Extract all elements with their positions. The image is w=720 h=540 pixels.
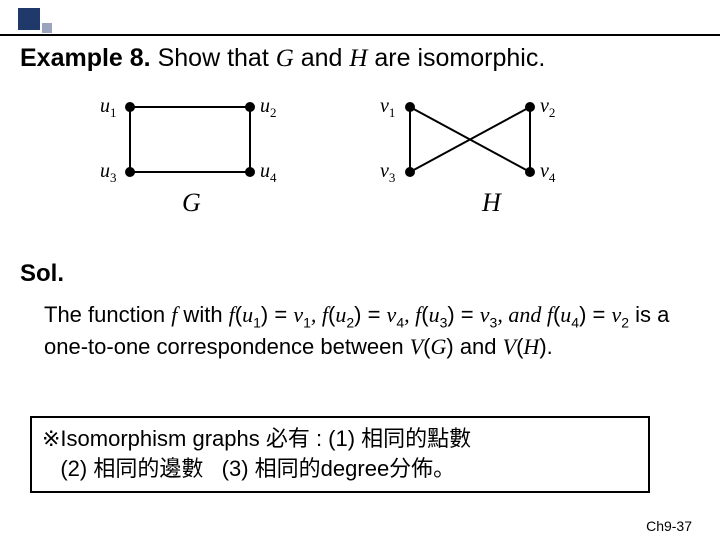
graph-H-block: v1 v2 v3 v4 H bbox=[370, 92, 600, 242]
vertex-label: v1 bbox=[380, 95, 395, 121]
b-m1e: v bbox=[293, 302, 303, 327]
b-m3e: v bbox=[480, 302, 490, 327]
b-t4: and bbox=[454, 334, 503, 359]
b-vgG: G bbox=[430, 334, 446, 359]
title-prefix: Example 8. bbox=[20, 44, 151, 72]
b-vh: V bbox=[503, 334, 516, 359]
graphs-row: u1 u2 u3 u4 G v1 v2 v3 v4 H bbox=[90, 92, 630, 242]
title-H: H bbox=[349, 45, 367, 72]
graph-vertex bbox=[125, 167, 135, 177]
b-m1c: u bbox=[242, 302, 253, 327]
b-m4d: ) = bbox=[579, 302, 611, 327]
b-m1d: ) = bbox=[261, 302, 293, 327]
b-vhq: ). bbox=[539, 334, 552, 359]
graph-vertex bbox=[245, 167, 255, 177]
solution-body: The function f with f(u1) = v1, f(u2) = … bbox=[44, 300, 684, 362]
top-divider bbox=[0, 34, 720, 36]
b-m4s: 4 bbox=[571, 314, 579, 330]
vertex-label: u4 bbox=[260, 160, 277, 186]
b-t1: The function bbox=[44, 302, 171, 327]
b-m1s: 1 bbox=[253, 314, 261, 330]
note-line1: ※Isomorphism graphs 必有 : (1) 相同的點數 bbox=[42, 424, 638, 454]
b-m3b: ( bbox=[421, 302, 428, 327]
b-m2e: v bbox=[387, 302, 397, 327]
graph-G-svg bbox=[90, 92, 320, 242]
b-vhH: H bbox=[523, 334, 539, 359]
graph-vertex bbox=[525, 102, 535, 112]
note-box: ※Isomorphism graphs 必有 : (1) 相同的點數 (2) 相… bbox=[30, 416, 650, 493]
b-m4c: u bbox=[560, 302, 571, 327]
b-vg: V bbox=[410, 334, 423, 359]
example-title: Example 8. Show that G and H are isomorp… bbox=[20, 44, 545, 73]
page-footer: Ch9-37 bbox=[646, 518, 692, 534]
note-line2: (2) 相同的邊數 (3) 相同的degree分佈。 bbox=[42, 454, 638, 484]
b-m2es: 4 bbox=[396, 314, 404, 330]
b-t2: with bbox=[177, 302, 228, 327]
b-m2c: u bbox=[335, 302, 346, 327]
graph-vertex bbox=[405, 102, 415, 112]
graph-G-label: G bbox=[182, 188, 201, 218]
b-c1: , bbox=[311, 302, 322, 327]
graph-vertex bbox=[405, 167, 415, 177]
b-c2: , bbox=[404, 302, 415, 327]
vertex-label: u2 bbox=[260, 95, 277, 121]
vertex-label: v4 bbox=[540, 160, 555, 186]
graph-G-block: u1 u2 u3 u4 G bbox=[90, 92, 320, 242]
square-big bbox=[18, 8, 40, 30]
sol-heading: Sol. bbox=[20, 260, 64, 288]
vertex-label: u3 bbox=[100, 160, 117, 186]
graph-H-label: H bbox=[482, 188, 501, 218]
b-m3c: u bbox=[429, 302, 440, 327]
graph-H-svg bbox=[370, 92, 600, 242]
b-m3d: ) = bbox=[447, 302, 479, 327]
b-m2s: 2 bbox=[346, 314, 354, 330]
title-c: are isomorphic. bbox=[367, 44, 545, 72]
b-m4e: v bbox=[611, 302, 621, 327]
vertex-label: v3 bbox=[380, 160, 395, 186]
graph-vertex bbox=[125, 102, 135, 112]
b-m4es: 2 bbox=[621, 314, 629, 330]
graph-vertex bbox=[245, 102, 255, 112]
b-vgq: ) bbox=[446, 334, 453, 359]
title-b: and bbox=[294, 44, 350, 72]
b-m2d: ) = bbox=[354, 302, 386, 327]
vertex-label: u1 bbox=[100, 95, 117, 121]
vertex-label: v2 bbox=[540, 95, 555, 121]
b-m1es: 1 bbox=[303, 314, 311, 330]
title-a: Show that bbox=[151, 44, 276, 72]
graph-vertex bbox=[525, 167, 535, 177]
square-small bbox=[42, 23, 52, 33]
b-c3: , and bbox=[497, 302, 547, 327]
title-G: G bbox=[276, 45, 294, 72]
